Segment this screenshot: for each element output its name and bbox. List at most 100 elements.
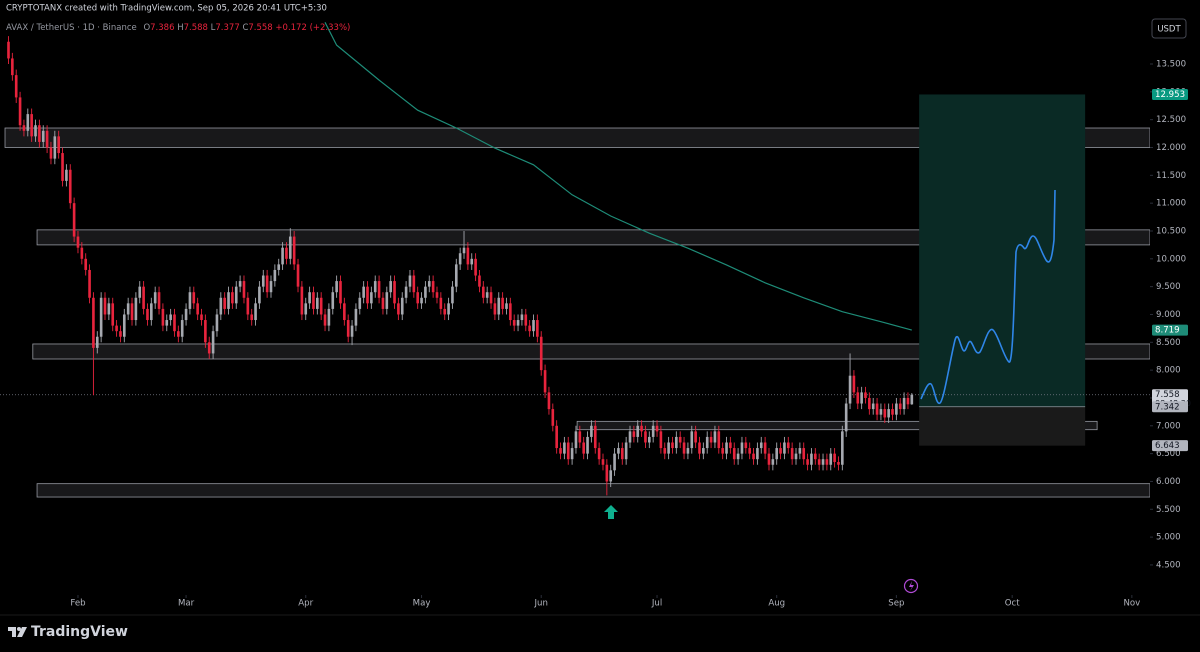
candle-body bbox=[844, 403, 848, 432]
candle-body bbox=[343, 303, 346, 321]
candle-body bbox=[11, 58, 14, 76]
candle-body bbox=[698, 442, 701, 454]
candle-body bbox=[53, 136, 57, 159]
y-tick-label: 5.000 bbox=[1156, 533, 1181, 543]
candle-body bbox=[678, 436, 682, 443]
candle-body bbox=[327, 308, 331, 326]
candle-body bbox=[744, 442, 748, 449]
candle-body bbox=[204, 320, 207, 343]
candle-body bbox=[234, 286, 238, 304]
candle-body bbox=[95, 336, 99, 348]
candle-body bbox=[49, 147, 53, 159]
candle-body bbox=[72, 203, 76, 237]
zone bbox=[36, 229, 1150, 246]
y-tick-label: 12.000 bbox=[1156, 143, 1186, 153]
candle-body bbox=[323, 314, 327, 326]
y-tick-label: 4.500 bbox=[1156, 560, 1181, 570]
candle-body bbox=[354, 308, 358, 326]
candle-body bbox=[165, 320, 169, 326]
candle-body bbox=[474, 258, 477, 276]
candle-body bbox=[837, 461, 840, 465]
candle-body bbox=[76, 236, 80, 248]
candle-body bbox=[570, 448, 574, 460]
candle-body bbox=[107, 303, 111, 315]
x-tick-label: Oct bbox=[1005, 599, 1020, 609]
candle-body bbox=[586, 436, 589, 454]
ohlc-label: O bbox=[143, 23, 150, 33]
ema-line bbox=[324, 22, 912, 331]
candle-body bbox=[574, 431, 578, 449]
candle-body bbox=[647, 436, 651, 443]
currency-label: USDT bbox=[1157, 25, 1181, 35]
ohlc-label: L bbox=[211, 23, 216, 33]
candle-body bbox=[454, 264, 458, 287]
candle-body bbox=[879, 409, 883, 415]
candle-body bbox=[478, 275, 481, 287]
candle-body bbox=[767, 453, 771, 465]
symbol: AVAX / TetherUS · 1D · Binance bbox=[6, 23, 137, 33]
candle-body bbox=[485, 292, 489, 298]
candle-body bbox=[624, 442, 628, 460]
price-tag bbox=[1152, 88, 1188, 100]
candle-body bbox=[555, 425, 558, 449]
candle-body bbox=[261, 275, 265, 287]
candle-body bbox=[180, 320, 184, 337]
candle-body bbox=[779, 448, 782, 454]
candle-body bbox=[408, 275, 412, 287]
candle-body bbox=[14, 75, 18, 98]
price-tag bbox=[1152, 324, 1188, 336]
candle-body bbox=[810, 453, 813, 465]
candle-body bbox=[732, 448, 736, 460]
candle-body bbox=[242, 281, 246, 298]
candle-body bbox=[520, 314, 524, 321]
y-tick-label: 9.000 bbox=[1156, 310, 1181, 320]
candle-body bbox=[848, 375, 852, 404]
candle-body bbox=[898, 403, 902, 410]
author-line: CRYPTOTANX created with TradingView.com,… bbox=[6, 4, 327, 14]
y-tick-label: 13.500 bbox=[1156, 60, 1186, 70]
x-tick-label: Jun bbox=[534, 599, 548, 609]
candle-body bbox=[366, 286, 369, 304]
candle-body bbox=[470, 258, 474, 265]
currency-button[interactable] bbox=[1151, 18, 1187, 39]
candle-body bbox=[350, 325, 354, 337]
candle-body bbox=[41, 130, 45, 142]
ohlc-label: H bbox=[177, 23, 183, 33]
candle-body bbox=[871, 403, 875, 410]
candle-body bbox=[671, 442, 674, 449]
candle-body bbox=[655, 425, 659, 432]
y-tick-label: 9.500 bbox=[1156, 282, 1181, 292]
candle-body bbox=[207, 342, 211, 354]
ohlc-value: 7.377 bbox=[215, 23, 239, 33]
candle-body bbox=[640, 425, 643, 432]
x-tick-label: Mar bbox=[178, 599, 195, 609]
candle-body bbox=[300, 286, 304, 315]
candle-body bbox=[435, 292, 439, 298]
candle-body bbox=[146, 308, 149, 321]
x-tick-label: Sep bbox=[888, 599, 904, 609]
candle-body bbox=[628, 431, 632, 443]
candle-body bbox=[617, 448, 620, 454]
candle-body bbox=[22, 125, 26, 131]
candle-body bbox=[219, 297, 223, 315]
candle-body bbox=[393, 281, 396, 304]
candle-body bbox=[153, 292, 157, 304]
x-tick-label: Aug bbox=[768, 599, 785, 609]
candle-body bbox=[563, 442, 566, 454]
candle-body bbox=[613, 453, 616, 471]
candle-body bbox=[246, 297, 250, 315]
candle-body bbox=[578, 431, 582, 443]
candle-body bbox=[18, 97, 22, 126]
candle-body bbox=[451, 286, 454, 304]
candle-body bbox=[30, 114, 33, 137]
candle-body bbox=[512, 320, 516, 326]
candle-body bbox=[829, 453, 833, 465]
ohlc-value: 7.386 bbox=[150, 23, 174, 33]
candle-body bbox=[335, 281, 338, 293]
candle-body bbox=[288, 236, 292, 259]
y-tick-label: 11.500 bbox=[1156, 171, 1186, 181]
candle-body bbox=[690, 431, 694, 449]
candle-body bbox=[559, 448, 562, 454]
candle-body bbox=[543, 370, 547, 393]
